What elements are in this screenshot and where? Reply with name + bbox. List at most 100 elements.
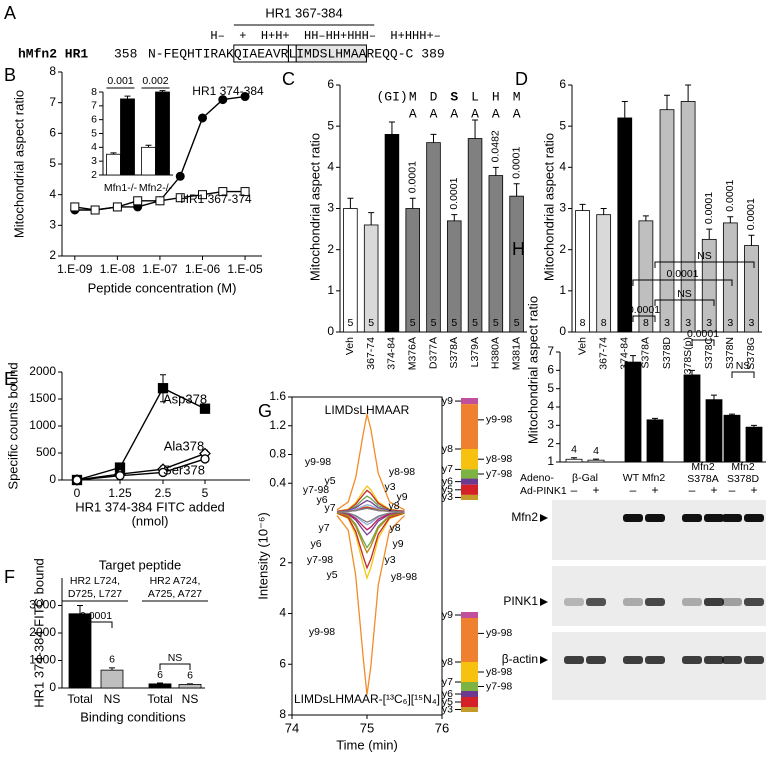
y-axis-label: HR1 374-384 FITC bound [31,558,46,708]
group-label: HR2 A724, [150,575,201,587]
row-label: Ad-PINK1 [520,485,567,497]
blot-band [623,598,643,606]
trace [336,414,405,511]
y-tick-label: 5 [49,156,56,170]
x-tick-label: – [689,483,696,497]
error-bar [472,119,479,139]
bar [617,117,633,333]
x-tick-label: Mfn1-/- [104,182,138,194]
blot-band [744,656,764,664]
data-point [199,403,211,414]
x-tick-label: 374-84 [619,337,631,370]
y-tick-label: 0 [559,324,566,338]
n-label: 8 [601,317,607,329]
bar [488,175,504,333]
x-tick-label: 2.5 [155,486,172,500]
error-bar [157,682,163,684]
p-value: 0.0001 [724,179,736,211]
error-bar [159,90,166,92]
x-tick-label: – [630,483,637,497]
trace-label: y7 [318,522,329,534]
data-point [198,190,208,200]
trace [336,515,405,695]
p-value: 0.001 [107,75,133,87]
x-tick-label: + [710,483,717,497]
ladder-label: y7-98 [486,468,512,480]
trace-label: y8-98 [391,571,417,583]
y-axis-label: Mitochondrial aspect ratio [11,90,26,238]
x-tick-label: 1.E-05 [227,262,263,276]
error-bar [513,183,520,197]
ladder-label: y8-98 [486,453,512,465]
n-label: 4 [729,447,735,459]
start-residue: 358 [114,46,137,61]
sequence-segment: QIAEAVR [234,46,289,61]
charges: H– + H+H+ HH–HH+HHH– H+HHH+– [210,29,440,43]
error-bar [451,214,458,221]
group-label: D725, L727 [68,588,122,600]
error-bar [711,394,717,400]
n-label: 6 [77,673,83,685]
error-bar [77,605,83,614]
blot-band [586,598,606,606]
x-tick-label: 5 [202,486,209,500]
residue: M [513,89,521,104]
ladder-segment [461,707,478,712]
blot-background [552,632,766,700]
group-label: S378D [727,473,760,485]
significance-bracket [79,621,113,628]
mutation: A [409,106,417,121]
error-bar [621,100,628,118]
y-tick-label: 3 [547,418,554,432]
y-tick-label: 6 [91,113,97,125]
blot-band [586,656,606,664]
y-tick-label: 2 [49,248,56,262]
blot-band [704,598,724,606]
bar [659,109,675,333]
bar [148,683,172,689]
blot-band [704,656,724,664]
blot-arrow [540,514,548,522]
chart-title: Target peptide [99,557,181,572]
y-tick-label: 1000 [29,653,56,667]
n-label: 3 [727,317,733,329]
series-label: Asp378 [163,391,207,406]
blot-label: β-actin [502,652,538,666]
blot-band [722,598,742,606]
group-label: WT Mfn2 [623,472,666,484]
bar [575,210,590,333]
n-label: 8 [622,317,628,329]
bar [141,146,156,176]
y-tick-label: 2 [91,169,97,181]
blot-background [552,566,766,626]
y-tick-label: 0 [327,324,334,338]
x-tick-label: + [592,483,599,497]
mutation: A [450,106,458,121]
residue-prefix: (GI) [377,89,408,104]
bar [467,138,483,333]
protein-label: hMfn2 HR1 [18,46,88,61]
n-label: 3 [706,317,712,329]
significance-label: NS [168,652,183,664]
trace-label: y8 [389,522,400,534]
trace-label: y9 [396,491,407,503]
ladder-label: y8 [442,656,453,668]
data-point [200,454,210,464]
n-label: 4 [711,447,717,459]
bar [120,98,135,176]
data-point [158,467,168,478]
error-bar [642,215,649,221]
y-axis-label: Mitochondrial aspect ratio [525,296,540,444]
ladder-segment [461,478,478,485]
panel-label: F [4,567,15,587]
significance-label: NS [697,250,712,262]
n-label: 8 [643,317,649,329]
blot-band [744,514,764,522]
x-tick-label: 1.25 [108,486,132,500]
n-label: 4 [652,447,658,459]
significance-label: 0.0001 [687,328,719,340]
n-label: 5 [472,317,478,329]
y-tick-label: 500 [36,445,56,459]
blot-band [645,514,665,522]
y-tick-label: 5 [547,381,554,395]
